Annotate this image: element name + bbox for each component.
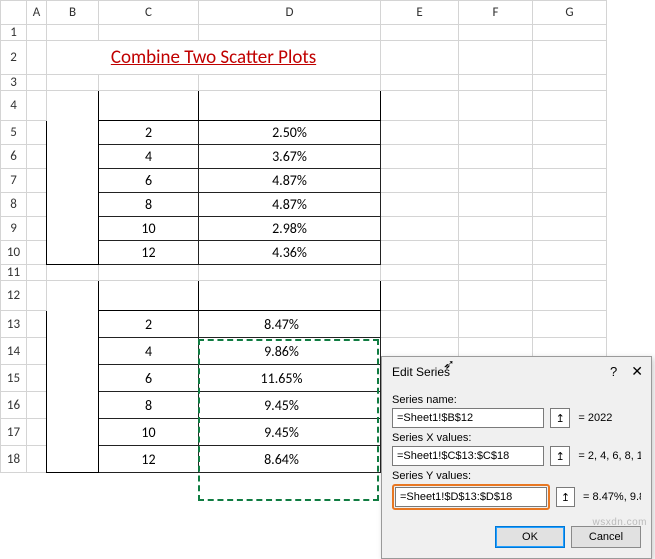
col-header-E[interactable]: E [381,1,459,25]
series-y-result: = 8.47%, 9.86%, .. [581,491,641,503]
t2-cell[interactable]: 2 [99,311,199,338]
series-x-label: Series X values: [392,432,641,444]
help-button[interactable]: ? [610,364,617,379]
series-name-result: = 2022 [576,412,641,424]
t1-hdr-month[interactable]: Month [99,91,199,121]
t1-cell[interactable]: 4.36% [199,241,381,265]
year-label-2022[interactable]: 2022 [47,281,99,473]
t1-cell[interactable]: 2.50% [199,121,381,145]
series-y-label: Series Y values: [392,470,641,482]
row-header-1[interactable]: 1 [1,25,27,41]
t1-cell[interactable]: 8 [99,193,199,217]
t1-cell[interactable]: 2 [99,121,199,145]
row-header-13[interactable]: 13 [1,311,27,338]
t2-cell[interactable]: 8.47% [199,311,381,338]
row-header-4[interactable]: 4 [1,91,27,121]
series-x-result: = 2, 4, 6, 8, 10... [576,450,641,462]
dialog-titlebar[interactable]: Edit Series ➶ ? ✕ [382,357,651,384]
col-header-G[interactable]: G [533,1,607,25]
cancel-button[interactable]: Cancel [571,526,641,548]
range-select-button[interactable]: ↥ [550,408,570,428]
col-header-B[interactable]: B [47,1,99,25]
row-header-11[interactable]: 11 [1,265,27,281]
col-header-D[interactable]: D [199,1,381,25]
col-header-C[interactable]: C [99,1,199,25]
t1-cell[interactable]: 10 [99,217,199,241]
t2-hdr-month[interactable]: Month [99,281,199,311]
row-header-5[interactable]: 5 [1,121,27,145]
t2-cell[interactable]: 10 [99,419,199,446]
close-button[interactable]: ✕ [631,363,643,380]
series-y-input[interactable] [395,487,547,507]
row-header-3[interactable]: 3 [1,75,27,91]
edit-series-dialog: Edit Series ➶ ? ✕ Series name: ↥ = 2022 … [381,356,652,559]
row-header-2[interactable]: 2 [1,41,27,75]
t2-cell[interactable]: 12 [99,446,199,473]
year-label-2021[interactable]: 2021 [47,91,99,265]
row-header-16[interactable]: 16 [1,392,27,419]
page-title[interactable]: Combine Two Scatter Plots [47,41,381,75]
t1-hdr-rev[interactable]: Revenue (%) [199,91,381,121]
col-header-F[interactable]: F [459,1,533,25]
t2-cell[interactable]: 6 [99,365,199,392]
series-name-input[interactable] [392,408,544,428]
row-header-7[interactable]: 7 [1,169,27,193]
series-x-input[interactable] [392,446,544,466]
row-header-17[interactable]: 17 [1,419,27,446]
row-header-10[interactable]: 10 [1,241,27,265]
t1-cell[interactable]: 2.98% [199,217,381,241]
select-all-corner[interactable] [1,1,27,25]
t2-cell[interactable]: 9.45% [199,419,381,446]
t2-cell[interactable]: 9.86% [199,338,381,365]
row-header-12[interactable]: 12 [1,281,27,311]
row-header-9[interactable]: 9 [1,217,27,241]
t1-cell[interactable]: 4.87% [199,193,381,217]
series-name-label: Series name: [392,394,641,406]
t2-cell[interactable]: 4 [99,338,199,365]
range-select-button[interactable]: ↥ [556,487,575,507]
row-header-8[interactable]: 8 [1,193,27,217]
t2-cell[interactable]: 11.65% [199,365,381,392]
row-header-15[interactable]: 15 [1,365,27,392]
row-header-6[interactable]: 6 [1,145,27,169]
ok-button[interactable]: OK [495,526,565,548]
row-header-18[interactable]: 18 [1,446,27,473]
t1-cell[interactable]: 12 [99,241,199,265]
t2-hdr-rev[interactable]: Revenue (%) [199,281,381,311]
dialog-title-text: Edit Series [392,365,610,379]
t2-cell[interactable]: 8.64% [199,446,381,473]
col-header-A[interactable]: A [27,1,47,25]
t2-cell[interactable]: 9.45% [199,392,381,419]
t1-cell[interactable]: 4.87% [199,169,381,193]
range-select-button[interactable]: ↥ [550,446,570,466]
t1-cell[interactable]: 4 [99,145,199,169]
row-header-14[interactable]: 14 [1,338,27,365]
t1-cell[interactable]: 3.67% [199,145,381,169]
t2-cell[interactable]: 8 [99,392,199,419]
t1-cell[interactable]: 6 [99,169,199,193]
